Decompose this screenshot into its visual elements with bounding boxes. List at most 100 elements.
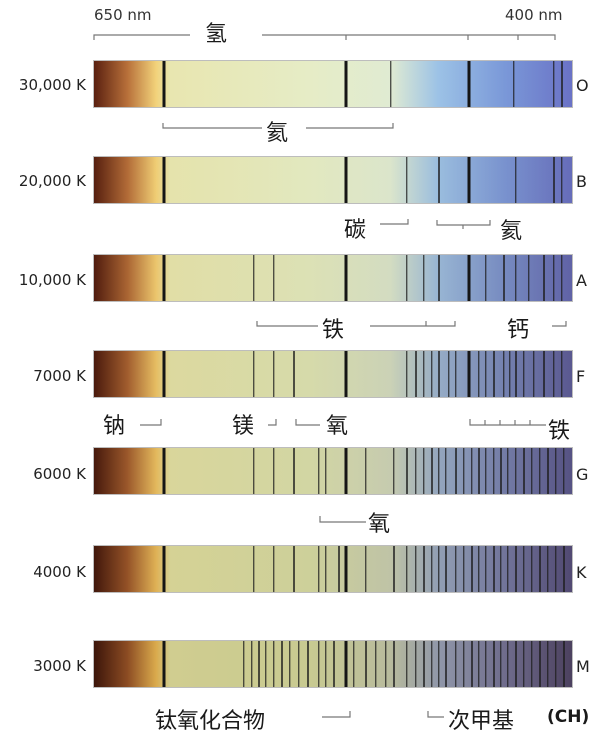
wavelength-400-label: 400 nm — [505, 6, 563, 24]
absorption-line — [431, 641, 433, 687]
temp-label-a: 10,000 K — [18, 271, 86, 289]
absorption-line — [365, 641, 367, 687]
absorption-line — [281, 641, 283, 687]
absorption-line — [431, 546, 433, 592]
absorption-line — [500, 546, 502, 592]
absorption-line — [431, 448, 433, 494]
absorption-line — [365, 546, 367, 592]
absorption-line — [463, 546, 465, 592]
absorption-line — [553, 61, 555, 107]
absorption-line — [563, 641, 565, 687]
absorption-line — [375, 641, 377, 687]
absorption-line — [547, 546, 549, 592]
label-calcium: 钙 — [507, 318, 530, 343]
label-hydrogen: 氢 — [205, 22, 228, 47]
absorption-line — [273, 351, 275, 397]
spectrum-background — [94, 61, 572, 107]
absorption-line — [493, 351, 495, 397]
absorption-line — [390, 61, 392, 107]
spectrum-background — [94, 448, 572, 494]
absorption-line — [531, 546, 533, 592]
absorption-line — [162, 641, 166, 687]
absorption-line — [415, 641, 417, 687]
absorption-line — [344, 448, 348, 494]
absorption-line — [455, 351, 457, 397]
label-oxygen-f: 氧 — [326, 414, 349, 439]
spectrum-strip-a — [93, 254, 573, 302]
label-helium-b: 氦 — [500, 219, 523, 244]
absorption-line — [478, 641, 480, 687]
absorption-line — [543, 351, 545, 397]
absorption-line — [265, 641, 267, 687]
absorption-line — [455, 546, 457, 592]
label-titanium-oxide: 钛氧化合物 — [155, 709, 266, 734]
absorption-line — [325, 546, 327, 592]
absorption-line — [539, 448, 541, 494]
absorption-line — [509, 351, 511, 397]
spectrum-strip-f — [93, 350, 573, 398]
absorption-line — [467, 255, 471, 301]
absorption-line — [531, 448, 533, 494]
absorption-line — [406, 546, 408, 592]
absorption-line — [293, 448, 295, 494]
absorption-line — [471, 448, 473, 494]
absorption-line — [539, 641, 541, 687]
absorption-line — [531, 641, 533, 687]
absorption-line — [503, 351, 505, 397]
label-methylidyne: 次甲基 — [448, 709, 515, 734]
absorption-line — [523, 641, 525, 687]
absorption-line — [561, 255, 563, 301]
label-sodium: 钠 — [103, 414, 126, 439]
absorption-line — [162, 448, 166, 494]
temp-label-f: 7000 K — [33, 367, 86, 385]
absorption-line — [273, 641, 275, 687]
absorption-line — [431, 351, 433, 397]
absorption-line — [273, 448, 275, 494]
absorption-line — [251, 641, 253, 687]
absorption-line — [415, 546, 417, 592]
absorption-line — [493, 546, 495, 592]
label-carbon: 碳 — [344, 218, 367, 243]
absorption-line — [561, 61, 563, 107]
class-label-g: G — [576, 465, 589, 484]
absorption-line — [438, 641, 440, 687]
absorption-line — [406, 351, 408, 397]
temp-label-b: 20,000 K — [18, 172, 86, 190]
label-ch-formula: (CH) — [547, 707, 590, 727]
absorption-line — [515, 546, 517, 592]
absorption-line — [253, 448, 255, 494]
absorption-line — [485, 351, 487, 397]
absorption-line — [515, 255, 517, 301]
absorption-line — [455, 641, 457, 687]
spectrum-background — [94, 255, 572, 301]
absorption-line — [555, 641, 557, 687]
class-label-a: A — [576, 271, 587, 290]
absorption-line — [423, 255, 425, 301]
absorption-line — [253, 255, 255, 301]
absorption-line — [485, 546, 487, 592]
absorption-line — [493, 448, 495, 494]
absorption-line — [253, 546, 255, 592]
absorption-line — [338, 546, 340, 592]
spectrum-strip-k — [93, 545, 573, 593]
class-label-k: K — [576, 563, 587, 582]
absorption-line — [438, 157, 440, 203]
absorption-line — [555, 448, 557, 494]
absorption-line — [415, 448, 417, 494]
absorption-line — [467, 157, 471, 203]
absorption-line — [162, 157, 166, 203]
absorption-line — [463, 641, 465, 687]
absorption-line — [258, 641, 260, 687]
label-iron-a: 铁 — [322, 318, 345, 343]
absorption-line — [478, 546, 480, 592]
absorption-line — [393, 448, 395, 494]
absorption-line — [307, 641, 309, 687]
absorption-line — [293, 351, 295, 397]
absorption-line — [325, 641, 327, 687]
absorption-line — [471, 546, 473, 592]
absorption-line — [293, 546, 295, 592]
absorption-line — [318, 448, 320, 494]
absorption-line — [533, 351, 535, 397]
label-helium-o: 氦 — [266, 121, 289, 146]
